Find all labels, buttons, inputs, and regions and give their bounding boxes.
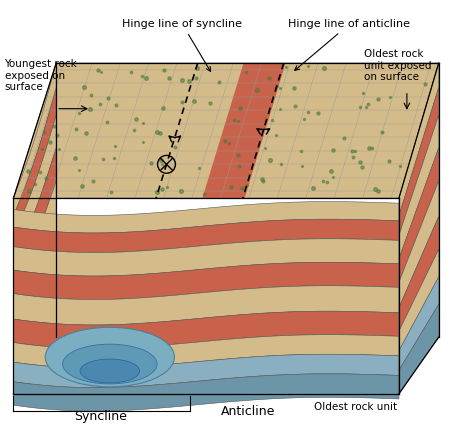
Text: Oldest rock
unit exposed
on surface: Oldest rock unit exposed on surface bbox=[364, 49, 432, 82]
Polygon shape bbox=[13, 115, 56, 259]
Polygon shape bbox=[399, 115, 438, 259]
Polygon shape bbox=[399, 250, 438, 351]
Text: Hinge line of anticline: Hinge line of anticline bbox=[288, 19, 410, 70]
Polygon shape bbox=[399, 277, 438, 370]
Text: Youngest rock
exposed on
surface: Youngest rock exposed on surface bbox=[5, 59, 77, 92]
Text: Oldest rock unit: Oldest rock unit bbox=[314, 402, 398, 412]
Polygon shape bbox=[13, 262, 399, 300]
Polygon shape bbox=[13, 239, 399, 276]
Polygon shape bbox=[13, 63, 438, 198]
Polygon shape bbox=[13, 63, 56, 216]
Polygon shape bbox=[399, 217, 438, 331]
Polygon shape bbox=[13, 354, 399, 388]
Ellipse shape bbox=[63, 344, 157, 384]
Ellipse shape bbox=[45, 327, 174, 387]
Polygon shape bbox=[13, 304, 56, 394]
Polygon shape bbox=[13, 374, 399, 411]
Polygon shape bbox=[13, 88, 56, 235]
Polygon shape bbox=[399, 181, 438, 308]
Polygon shape bbox=[13, 217, 56, 331]
Polygon shape bbox=[13, 335, 399, 368]
Polygon shape bbox=[399, 63, 438, 216]
Polygon shape bbox=[399, 304, 438, 394]
Polygon shape bbox=[13, 181, 56, 308]
Polygon shape bbox=[13, 277, 56, 370]
Polygon shape bbox=[399, 148, 438, 282]
Polygon shape bbox=[13, 286, 399, 325]
Text: Anticline: Anticline bbox=[221, 405, 275, 418]
Polygon shape bbox=[13, 311, 399, 348]
Polygon shape bbox=[399, 88, 438, 235]
Text: Hinge line of syncline: Hinge line of syncline bbox=[122, 19, 242, 71]
Polygon shape bbox=[13, 202, 399, 233]
Polygon shape bbox=[13, 219, 399, 253]
Polygon shape bbox=[13, 148, 56, 282]
Polygon shape bbox=[13, 250, 56, 351]
Text: Syncline: Syncline bbox=[74, 410, 128, 423]
Ellipse shape bbox=[80, 359, 140, 383]
Polygon shape bbox=[202, 63, 286, 198]
